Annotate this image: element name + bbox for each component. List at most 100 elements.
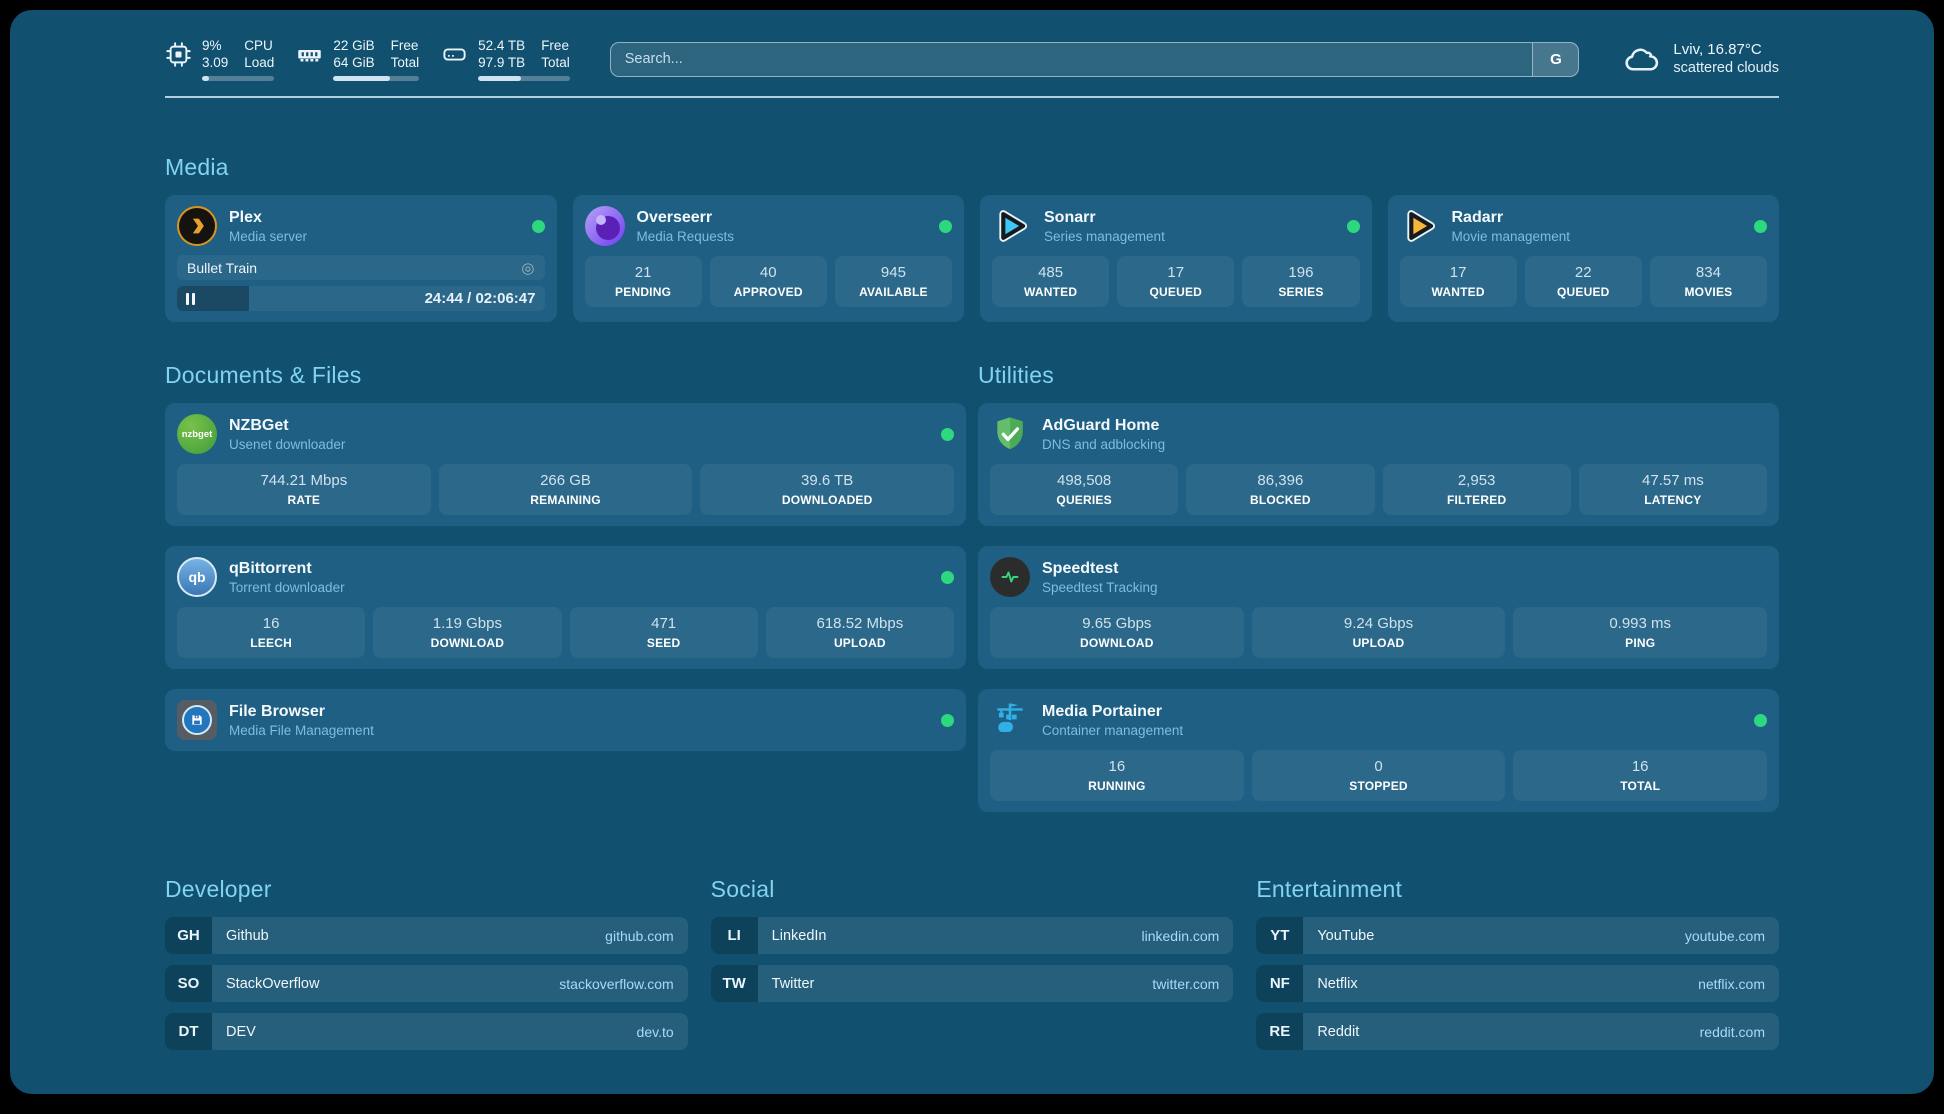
stat-chip: 0 STOPPED <box>1251 750 1506 801</box>
stat-value: 17 <box>1167 264 1185 281</box>
link-netflix[interactable]: NF Netflix netflix.com <box>1256 965 1779 1002</box>
disk-total-value: 97.9 TB <box>478 55 526 70</box>
stat-label: APPROVED <box>733 285 803 299</box>
qbittorrent-title: qBittorrent <box>229 559 312 577</box>
stat-chip: 266 GB REMAINING <box>438 464 693 515</box>
search-bar: G <box>609 41 1580 77</box>
memory-free-value: 22 GiB <box>333 38 375 53</box>
stat-label: STOPPED <box>1349 779 1408 793</box>
plex-now-playing-title: Bullet Train <box>187 259 258 276</box>
sonarr-icon <box>992 206 1032 246</box>
link-url: youtube.com <box>1684 927 1765 944</box>
card-filebrowser[interactable]: File Browser Media File Management <box>165 689 966 751</box>
overseerr-title: Overseerr <box>636 208 713 226</box>
stat-chip: 485 WANTED <box>992 256 1110 307</box>
card-plex[interactable]: Plex Media server Bullet Train ◎ 24:44 /… <box>165 195 557 322</box>
stat-chip: 16 RUNNING <box>990 750 1244 801</box>
plex-playback-time: 24:44 / 02:06:47 <box>424 290 536 307</box>
stat-value: 9.65 Gbps <box>1082 615 1152 632</box>
stat-label: BLOCKED <box>1250 493 1311 507</box>
stat-value: 485 <box>1038 264 1064 281</box>
system-stats: 9% 3.09 CPU Load <box>165 37 570 81</box>
documents-section-title: Documents & Files <box>165 362 362 388</box>
link-name: StackOverflow <box>226 975 320 992</box>
stat-value: 86,396 <box>1257 472 1304 489</box>
stat-chip: 22 QUEUED <box>1524 256 1642 307</box>
link-abbr: NF <box>1256 965 1304 1002</box>
adguard-icon <box>990 414 1030 454</box>
stat-chip: 47.57 ms LATENCY <box>1578 464 1767 515</box>
overseerr-icon <box>584 206 625 246</box>
section-entertainment: Entertainment YT YouTube youtube.com NF … <box>1256 876 1779 1050</box>
memory-progress-bar <box>333 76 420 81</box>
cloud-icon <box>1625 48 1659 71</box>
card-nzbget[interactable]: nzbget NZBGet Usenet downloader 744.21 M… <box>165 403 966 526</box>
link-reddit[interactable]: RE Reddit reddit.com <box>1256 1013 1779 1050</box>
section-social: Social LI LinkedIn linkedin.com TW Twitt… <box>710 876 1234 1050</box>
stat-label: DOWNLOAD <box>1080 636 1154 650</box>
link-twitter[interactable]: TW Twitter twitter.com <box>710 965 1234 1002</box>
overseerr-status-dot <box>939 219 952 233</box>
developer-section-title: Developer <box>165 876 272 902</box>
stat-label: DOWNLOAD <box>430 636 505 650</box>
plex-subtitle: Media server <box>229 228 308 244</box>
card-portainer[interactable]: Media Portainer Container management 16 … <box>978 689 1779 812</box>
card-radarr[interactable]: Radarr Movie management 17 WANTED 22 QUE… <box>1387 195 1779 322</box>
radarr-status-dot <box>1754 219 1767 233</box>
card-overseerr[interactable]: Overseerr Media Requests 21 PENDING 40 A… <box>572 195 964 322</box>
adguard-subtitle: DNS and adblocking <box>1042 436 1166 452</box>
link-url: github.com <box>605 927 674 944</box>
disk-progress-bar <box>478 76 570 81</box>
stat-value: 266 GB <box>540 472 591 489</box>
cpu-load-label: Load <box>244 55 275 70</box>
cpu-icon <box>166 42 191 67</box>
link-abbr: LI <box>710 917 758 954</box>
link-dev[interactable]: DT DEV dev.to <box>165 1013 688 1050</box>
stat-label: PING <box>1625 636 1656 650</box>
link-github[interactable]: GH Github github.com <box>165 917 688 954</box>
stat-value: 40 <box>759 264 777 281</box>
link-name: Reddit <box>1317 1023 1360 1040</box>
stat-chip: 498,508 QUERIES <box>990 464 1179 515</box>
link-url: netflix.com <box>1698 975 1765 992</box>
link-abbr: YT <box>1256 917 1304 954</box>
card-adguard[interactable]: AdGuard Home DNS and adblocking 498,508 … <box>978 403 1779 526</box>
card-qbittorrent[interactable]: qb qBittorrent Torrent downloader 16 LEE… <box>165 546 966 669</box>
plex-playback-progress: 24:44 / 02:06:47 <box>177 286 545 311</box>
stat-value: 16 <box>262 615 280 632</box>
stat-chip: 945 AVAILABLE <box>834 256 953 307</box>
stat-value: 1.19 Gbps <box>432 615 502 632</box>
stat-label: QUEUED <box>1149 285 1203 299</box>
disk-total-label: Total <box>541 55 570 70</box>
stat-chip: 86,396 BLOCKED <box>1186 464 1375 515</box>
link-linkedin[interactable]: LI LinkedIn linkedin.com <box>710 917 1234 954</box>
search-input[interactable] <box>610 51 1579 67</box>
radarr-title: Radarr <box>1451 208 1504 226</box>
ram-icon <box>298 50 322 62</box>
filebrowser-status-dot <box>941 713 954 727</box>
stat-chip: 39.6 TB DOWNLOADED <box>700 464 955 515</box>
cpu-usage-value: 9% <box>202 38 222 53</box>
qbittorrent-icon: qb <box>177 557 217 597</box>
disk-free-value: 52.4 TB <box>478 38 526 53</box>
stat-chip: 17 QUEUED <box>1117 256 1235 307</box>
header-divider <box>165 96 1779 98</box>
stat-label: REMAINING <box>530 493 601 507</box>
portainer-subtitle: Container management <box>1042 722 1184 738</box>
plex-icon <box>177 206 217 246</box>
card-speedtest[interactable]: Speedtest Speedtest Tracking 9.65 Gbps D… <box>978 546 1779 669</box>
stat-label: UPLOAD <box>1352 636 1405 650</box>
link-url: linkedin.com <box>1141 927 1220 944</box>
link-stackoverflow[interactable]: SO StackOverflow stackoverflow.com <box>165 965 688 1002</box>
radarr-icon <box>1400 206 1440 246</box>
stat-value: 2,953 <box>1457 472 1496 489</box>
link-youtube[interactable]: YT YouTube youtube.com <box>1256 917 1779 954</box>
stat-value: 9.24 Gbps <box>1343 615 1414 632</box>
search-engine-button[interactable]: G <box>1532 42 1579 76</box>
speedtest-subtitle: Speedtest Tracking <box>1042 579 1158 595</box>
link-abbr: TW <box>710 965 758 1002</box>
stat-chip: 16 TOTAL <box>1513 750 1768 801</box>
sonarr-subtitle: Series management <box>1044 228 1165 244</box>
link-url: twitter.com <box>1152 975 1220 992</box>
card-sonarr[interactable]: Sonarr Series management 485 WANTED 17 Q… <box>980 195 1372 322</box>
